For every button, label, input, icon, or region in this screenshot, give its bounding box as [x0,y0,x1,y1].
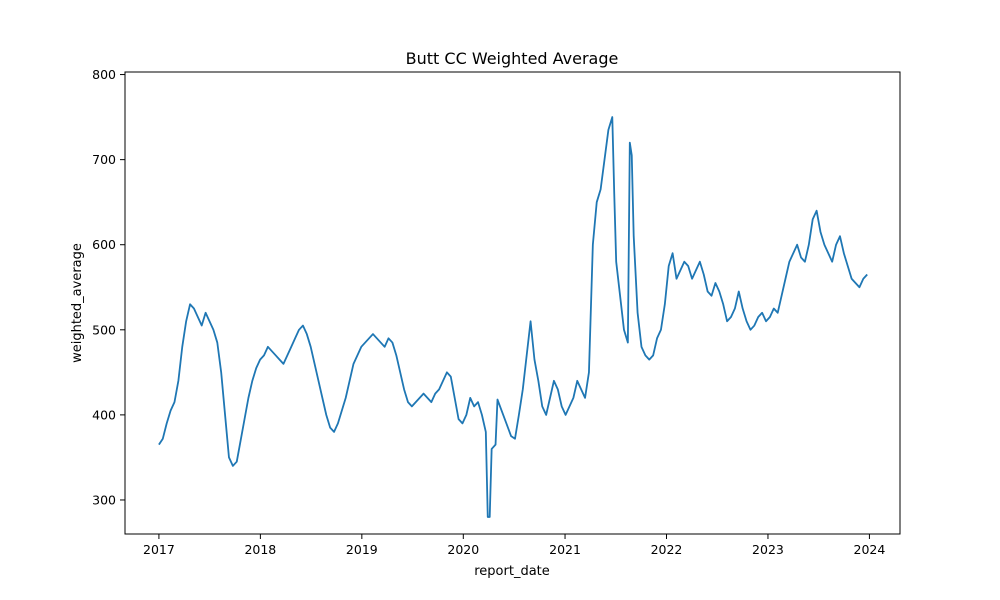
chart-title: Butt CC Weighted Average [406,49,619,68]
y-tick-label: 500 [92,322,116,337]
x-tick-label: 2020 [447,542,479,557]
series-line-0 [158,116,868,518]
x-tick-label: 2018 [244,542,276,557]
x-tick-label: 2017 [143,542,175,557]
x-tick-label: 2022 [651,542,683,557]
x-tick-label: 2024 [854,542,886,557]
y-tick-label: 800 [92,67,116,82]
x-tick-label: 2023 [752,542,784,557]
x-tick-label: 2021 [549,542,581,557]
y-tick-label: 400 [92,407,116,422]
y-tick-label: 600 [92,237,116,252]
x-tick-label: 2019 [346,542,378,557]
series-layer [158,116,868,518]
y-tick-label: 700 [92,152,116,167]
y-tick-label: 300 [92,492,116,507]
plot-area-frame [124,71,901,535]
x-axis-label: report_date [474,564,550,579]
y-axis-label: weighted_average [70,243,85,363]
y-axis: 300 400 500 600 700 800 [92,67,125,507]
x-axis: 2017 2018 2019 2020 2021 2022 2023 2024 [143,534,885,557]
